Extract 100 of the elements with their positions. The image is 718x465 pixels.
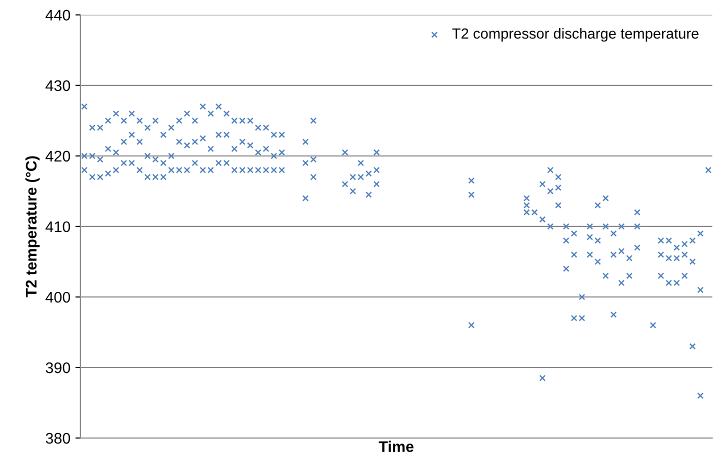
point: [618, 280, 625, 286]
point: [302, 195, 309, 202]
point: [373, 166, 380, 174]
point: [602, 223, 609, 230]
point: [112, 110, 120, 117]
point: [547, 166, 554, 174]
point: [594, 202, 601, 209]
point: [697, 286, 704, 294]
point: [128, 110, 135, 117]
point: [634, 223, 640, 230]
point: [547, 223, 554, 230]
point: [570, 251, 578, 258]
point: [231, 146, 238, 152]
point: [310, 156, 317, 163]
point: [302, 138, 309, 146]
point: [570, 230, 578, 237]
point: [208, 146, 214, 152]
point: [586, 223, 594, 230]
point: [96, 156, 104, 163]
point: [555, 202, 562, 209]
point: [310, 117, 317, 124]
point: [120, 138, 128, 146]
point: [634, 209, 640, 216]
point: [168, 124, 174, 131]
point: [136, 138, 143, 146]
point: [112, 149, 120, 156]
x-axis-title: Time: [378, 440, 414, 452]
point: [81, 166, 88, 174]
point: [81, 103, 88, 110]
point: [594, 237, 601, 244]
point: [136, 166, 143, 174]
point: [176, 138, 182, 146]
point: [523, 195, 530, 202]
point: [586, 251, 594, 258]
point: [689, 343, 696, 350]
point: [697, 392, 704, 399]
point: [358, 160, 364, 166]
point: [594, 258, 601, 265]
point: [373, 180, 380, 188]
point: [547, 188, 554, 194]
point: [168, 152, 174, 160]
point: [215, 103, 222, 110]
y-tick-label: 430: [46, 80, 70, 92]
point: [247, 142, 254, 149]
point: [239, 138, 246, 146]
point: [689, 258, 696, 265]
point: [192, 117, 198, 124]
point: [254, 149, 262, 156]
point: [618, 248, 625, 254]
point: [184, 142, 190, 149]
point: [578, 294, 586, 300]
point: [705, 166, 712, 174]
point: [539, 374, 546, 382]
point: [539, 216, 546, 223]
point: [262, 146, 270, 152]
point: [112, 166, 120, 174]
point: [270, 152, 278, 160]
point: [128, 132, 135, 138]
point: [562, 223, 570, 230]
point: [208, 110, 214, 117]
point: [144, 124, 151, 131]
point: [562, 266, 570, 272]
point: [658, 272, 664, 280]
point: [650, 322, 656, 328]
point: [697, 230, 704, 237]
point: [468, 177, 475, 184]
point: [104, 117, 112, 124]
point: [673, 244, 680, 251]
point: [610, 251, 617, 258]
point: [555, 174, 562, 180]
point: [602, 195, 609, 202]
point: [681, 272, 688, 280]
point: [278, 149, 286, 156]
point: [160, 132, 167, 138]
point: [200, 135, 206, 142]
point: [626, 272, 633, 280]
point: [160, 160, 167, 166]
y-tick-label: 400: [46, 292, 70, 303]
point: [586, 234, 594, 240]
point: [681, 240, 688, 248]
point: [610, 311, 617, 318]
point: [523, 202, 530, 209]
point: [468, 322, 475, 328]
point: [152, 117, 159, 124]
point: [618, 223, 625, 230]
point: [555, 184, 562, 191]
point: [302, 160, 309, 166]
point: [120, 117, 128, 124]
point: [365, 170, 372, 177]
point: [192, 138, 198, 146]
point: [658, 251, 664, 258]
y-tick-label: 390: [46, 362, 70, 374]
point: [342, 180, 348, 188]
point: [310, 174, 317, 180]
y-tick-label: 440: [46, 10, 70, 21]
point: [342, 149, 348, 156]
point: [468, 191, 475, 198]
point: [539, 180, 546, 188]
point: [152, 156, 159, 163]
y-tick-label: 410: [46, 221, 70, 232]
